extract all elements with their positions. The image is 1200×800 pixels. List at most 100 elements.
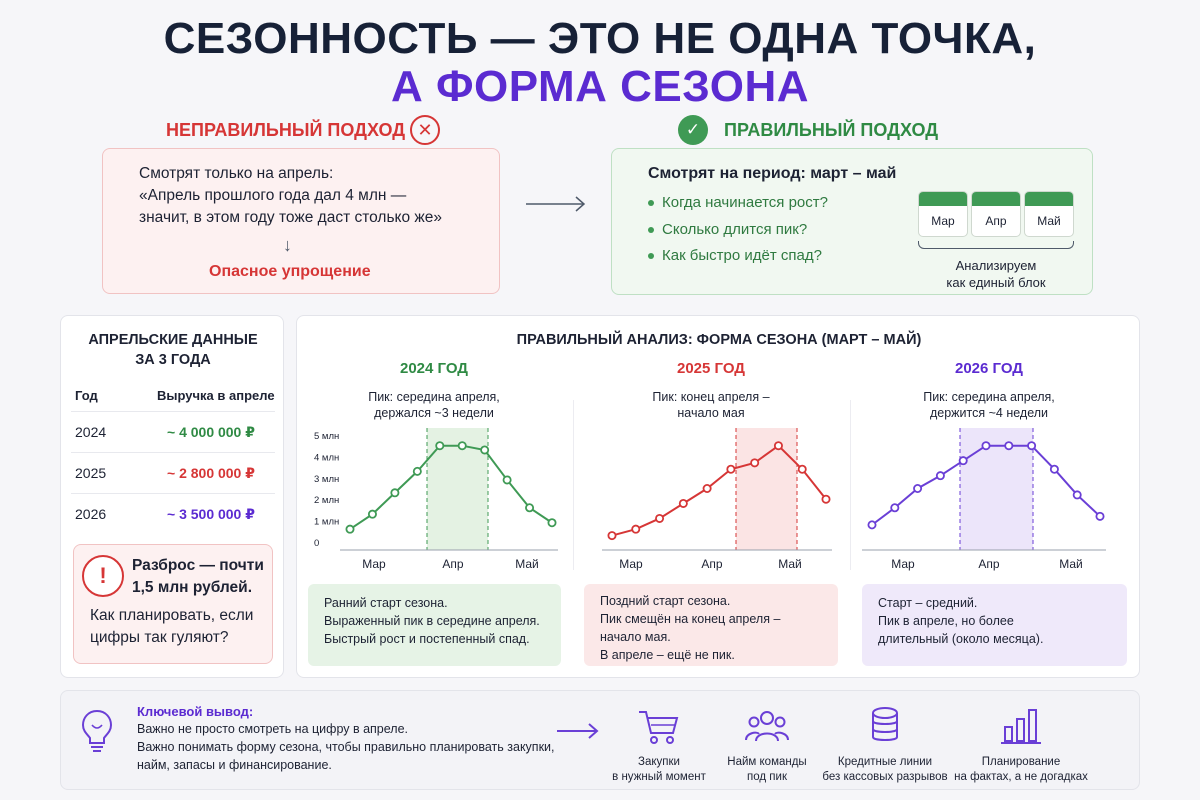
divider [71,411,275,412]
benefit-label: Закупки [638,756,680,768]
data-point [1004,441,1014,451]
april-title-line1: АПРЕЛЬСКИЕ ДАННЫЕ [88,332,258,348]
calendar-caption2: как единый блок [946,275,1046,290]
right-item: Как быстро идёт спад? [648,247,822,264]
x-tick-label: Май [1059,557,1083,571]
data-point [702,483,712,493]
note-2024: Ранний старт сезона. Выраженный пик в се… [308,584,561,666]
coins-icon [872,707,898,741]
key-line1: Важно не просто смотреть на цифру в апре… [137,722,409,736]
data-point [631,524,641,534]
bullet-icon [648,226,654,233]
key-line2: Важно понимать форму сезона, чтобы прави… [137,740,555,754]
data-point [390,488,400,498]
data-point [502,475,512,485]
divider [71,452,275,453]
calendar-icon: Мар [918,191,968,237]
data-point [913,483,923,493]
right-item-text: Когда начинается рост? [662,194,828,211]
data-point [1049,464,1059,474]
wrong-line3: значит, в этом году тоже даст столько же… [139,209,443,226]
calendar-month: Апр [985,214,1007,228]
page-title-line2: А ФОРМА СЕЗОНА [390,62,810,111]
alert-bold1: Разброс — почти [132,557,264,574]
alert-text1: Как планировать, если [90,607,254,624]
data-point [655,513,665,523]
x-tick-label: Мар [891,557,915,571]
note-line: начало мая. [600,630,671,644]
key-line3: найм, запасы и финансирование. [137,758,332,772]
benefit-label: Кредитные линии [837,756,933,768]
x-tick-label: Апр [701,557,723,571]
table-row-value: ~ 2 800 000 ₽ [167,465,255,481]
peak-band [960,428,1033,550]
y-tick-label: 0 [314,538,319,549]
data-point [1095,511,1105,521]
data-point [367,509,377,519]
x-tick-label: Апр [978,557,1000,571]
divider [573,400,574,570]
peak-2026-line2: держится ~4 недели [929,406,1049,420]
wrong-approach-card: Смотрят только на апрель: «Апрель прошло… [102,148,500,294]
key-title: Ключевой вывод: [137,704,254,719]
right-item: Сколько длится пик? [648,221,807,238]
data-point [890,503,900,513]
alert-text2: цифры так гуляют? [90,629,229,646]
data-point [480,445,490,455]
series-line [611,444,827,537]
calendar-caption1: Анализируем [955,258,1037,273]
y-tick-label: 1 млн [314,517,339,528]
brace [918,241,1074,249]
y-tick-label: 5 млн [314,431,339,442]
arrow-down-icon: ↓ [283,235,292,255]
page-title-line1: СЕЗОННОСТЬ — ЭТО НЕ ОДНА ТОЧКА, [163,14,1037,63]
danger-label: Опасное упрощение [209,263,371,280]
check-icon: ✓ [678,115,708,145]
benefit-label: Найм команды [727,756,807,768]
wrong-line1: Смотрят только на апрель: [139,165,334,182]
divider [850,400,851,570]
data-point [412,466,422,476]
right-approach-header: ПРАВИЛЬНЫЙ ПОДХОД [724,120,939,140]
data-point [1027,441,1037,451]
note-line: длительный (около месяца). [878,632,1044,646]
data-point [726,464,736,474]
data-point [1072,490,1082,500]
data-point [958,456,968,466]
analysis-title: ПРАВИЛЬНЫЙ АНАЛИЗ: ФОРМА СЕЗОНА (МАРТ – … [516,332,922,348]
alert-box: ! Разброс — почти 1,5 млн рублей. Как пл… [73,544,273,664]
note-line: Ранний старт сезона. [324,596,448,610]
peak-2024-line1: Пик: середина апреля, [368,390,500,404]
data-point [773,441,783,451]
y-tick-label: 2 млн [314,495,339,506]
right-approach-card: Смотрят на период: март – май Когда начи… [611,148,1093,295]
data-point [821,494,831,504]
bar-chart-icon [1001,709,1041,744]
calendar-icon: Апр [971,191,1021,237]
data-point [981,441,991,451]
april-data-card: АПРЕЛЬСКИЕ ДАННЫЕ ЗА 3 ГОДА Год Выручка … [60,315,284,678]
benefit-label: под пик [747,771,787,783]
data-point [935,471,945,481]
april-title-line2: ЗА 3 ГОДА [135,352,211,368]
col-year-header: Год [75,388,98,403]
note-line: Пик смещён на конец апреля – [600,612,781,626]
data-point [345,524,355,534]
note-line: Выраженный пик в середине апреля. [324,614,540,628]
data-point [547,518,557,528]
key-conclusion-card: Ключевой вывод: Важно не просто смотреть… [60,690,1140,790]
data-point [750,458,760,468]
right-item: Когда начинается рост? [648,194,828,211]
col-revenue-header: Выручка в апреле [157,388,275,403]
x-tick-label: Май [515,557,539,571]
y-tick-label: 4 млн [314,452,339,463]
team-icon [745,711,789,742]
right-item-text: Как быстро идёт спад? [662,247,822,264]
note-2026: Старт – средний. Пик в апреле, но более … [862,584,1127,666]
peak-2026-line1: Пик: середина апреля, [923,390,1055,404]
data-point [867,520,877,530]
benefit-label: на фактах, а не догадках [954,771,1088,783]
note-line: В апреле – ещё не пик. [600,648,735,662]
x-tick-label: Май [778,557,802,571]
